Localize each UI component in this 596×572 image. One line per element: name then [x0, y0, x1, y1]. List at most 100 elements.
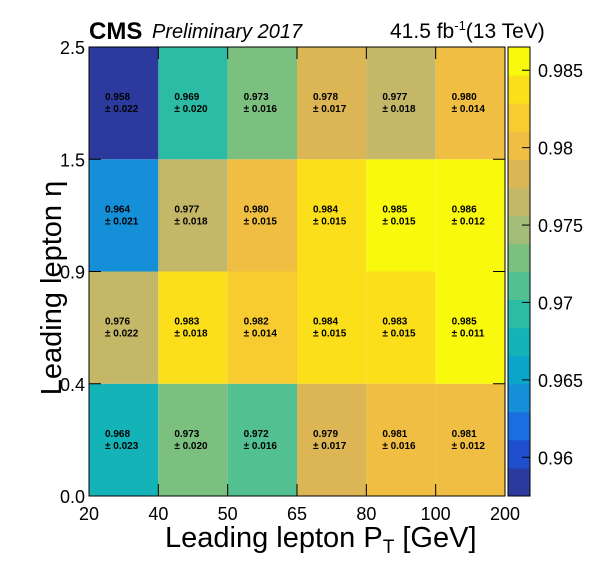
heatmap-cell — [435, 159, 505, 272]
cell-value-label: 0.969 — [174, 92, 199, 103]
y-tick-label: 1.5 — [60, 150, 85, 170]
color-scale-tick-label: 0.975 — [538, 216, 583, 236]
heatmap-cell — [297, 159, 367, 272]
lumi-prefix: 41.5 fb — [390, 20, 455, 43]
experiment-label: CMS — [89, 18, 143, 45]
cell-error-label: ± 0.017 — [313, 441, 347, 452]
color-scale-swatch — [508, 439, 530, 469]
x-tick-label: 200 — [490, 504, 520, 524]
heatmap-cell — [227, 271, 297, 384]
x-tick-label: 50 — [218, 504, 238, 524]
cell-error-label: ± 0.018 — [174, 216, 208, 227]
color-scale-tick-label: 0.985 — [538, 61, 583, 81]
heatmap-cell — [158, 383, 228, 496]
color-scale-swatch — [508, 355, 530, 385]
heatmap-cell — [366, 271, 436, 384]
heatmap-cell — [227, 159, 297, 272]
cell-value-label: 0.982 — [244, 317, 269, 328]
cell-value-label: 0.980 — [452, 92, 477, 103]
heatmap-cell — [435, 383, 505, 496]
cell-value-label: 0.985 — [452, 317, 477, 328]
color-scale-swatch — [508, 159, 530, 188]
y-tick-label: 2.5 — [60, 38, 85, 58]
heatmap-cell — [366, 159, 436, 272]
cell-value-label: 0.977 — [174, 204, 199, 215]
color-scale-swatch — [508, 271, 530, 301]
cell-error-label: ± 0.018 — [382, 104, 416, 115]
luminosity-label: 41.5 fb-1(13 TeV) — [390, 18, 545, 44]
cell-error-label: ± 0.016 — [244, 441, 278, 452]
cell-value-label: 0.976 — [105, 317, 130, 328]
x-tick-label: 80 — [356, 504, 376, 524]
cell-value-label: 0.985 — [382, 204, 407, 215]
heatmap-cell — [227, 47, 297, 160]
cell-value-label: 0.977 — [382, 92, 407, 103]
color-scale-bar: 0.96 0.965 0.97 0.975 0.98 0.985 — [507, 46, 583, 497]
cell-error-label: ± 0.015 — [382, 216, 416, 227]
cell-error-label: ± 0.014 — [244, 329, 278, 340]
preliminary-label: Preliminary 2017 — [152, 21, 303, 43]
cell-value-label: 0.973 — [244, 92, 269, 103]
color-scale-frame — [507, 46, 531, 497]
cell-value-label: 0.979 — [313, 429, 338, 440]
axes: 20 40 50 65 80 100 200 0.0 0.4 0.9 1.5 2.5 — [60, 38, 520, 524]
heatmap-cell — [366, 47, 436, 160]
heatmap-cell — [89, 47, 159, 160]
cell-error-label: ± 0.016 — [382, 441, 416, 452]
cell-value-label: 0.973 — [174, 429, 199, 440]
y-axis-label: Leading lepton η — [36, 180, 68, 396]
cell-value-label: 0.964 — [105, 204, 130, 215]
color-scale-swatch — [508, 103, 530, 132]
color-scale-swatch — [508, 243, 530, 272]
cell-value-label: 0.984 — [313, 204, 338, 215]
y-tick-label: 0.4 — [60, 375, 85, 395]
x-axis-label-main: Leading lepton P — [165, 522, 383, 554]
heatmap-cell — [227, 383, 297, 496]
heatmap-cell — [297, 271, 367, 384]
heatmap-cells — [89, 47, 505, 496]
heatmap-cell — [366, 383, 436, 496]
cell-error-label: ± 0.012 — [452, 441, 486, 452]
cell-error-label: ± 0.022 — [105, 104, 139, 115]
cell-error-label: ± 0.012 — [452, 216, 486, 227]
heatmap-cell — [158, 159, 228, 272]
color-scale-swatch — [508, 383, 530, 413]
cell-error-label: ± 0.021 — [105, 216, 139, 227]
cell-error-label: ± 0.016 — [244, 104, 278, 115]
heatmap-cell — [297, 383, 367, 496]
x-axis-label: Leading lepton PT [GeV] — [165, 522, 477, 558]
cell-error-label: ± 0.020 — [174, 104, 208, 115]
color-scale-tick-label: 0.98 — [538, 139, 573, 159]
cell-value-label: 0.980 — [244, 204, 269, 215]
heatmap-cell — [158, 47, 228, 160]
color-scale-swatch — [508, 131, 530, 160]
cell-error-label: ± 0.015 — [244, 216, 278, 227]
y-tick-label: 0.0 — [60, 487, 85, 507]
color-scale-tick-label: 0.965 — [538, 371, 583, 391]
cell-value-label: 0.978 — [313, 92, 338, 103]
heatmap-cell — [89, 159, 159, 272]
color-scale-tick-label: 0.96 — [538, 448, 573, 468]
cell-value-label: 0.968 — [105, 429, 130, 440]
heatmap-cell — [89, 271, 159, 384]
cell-error-label: ± 0.020 — [174, 441, 208, 452]
cell-value-label: 0.984 — [313, 317, 338, 328]
color-scale-swatch — [508, 411, 530, 441]
cell-error-label: ± 0.015 — [382, 329, 416, 340]
cell-value-label: 0.986 — [452, 204, 477, 215]
cell-value-label: 0.983 — [382, 317, 407, 328]
x-tick-label: 100 — [421, 504, 451, 524]
cell-value-label: 0.983 — [174, 317, 199, 328]
x-tick-label: 65 — [287, 504, 307, 524]
cell-error-label: ± 0.011 — [452, 329, 485, 340]
color-scale-swatch — [508, 187, 530, 216]
heatmap-cell — [435, 271, 505, 384]
cell-error-label: ± 0.018 — [174, 329, 208, 340]
cell-value-label: 0.958 — [105, 92, 130, 103]
cell-error-label: ± 0.017 — [313, 104, 347, 115]
color-scale-swatch — [508, 47, 530, 76]
color-scale-swatch — [508, 299, 530, 329]
x-axis-label-sub: T — [382, 537, 395, 558]
